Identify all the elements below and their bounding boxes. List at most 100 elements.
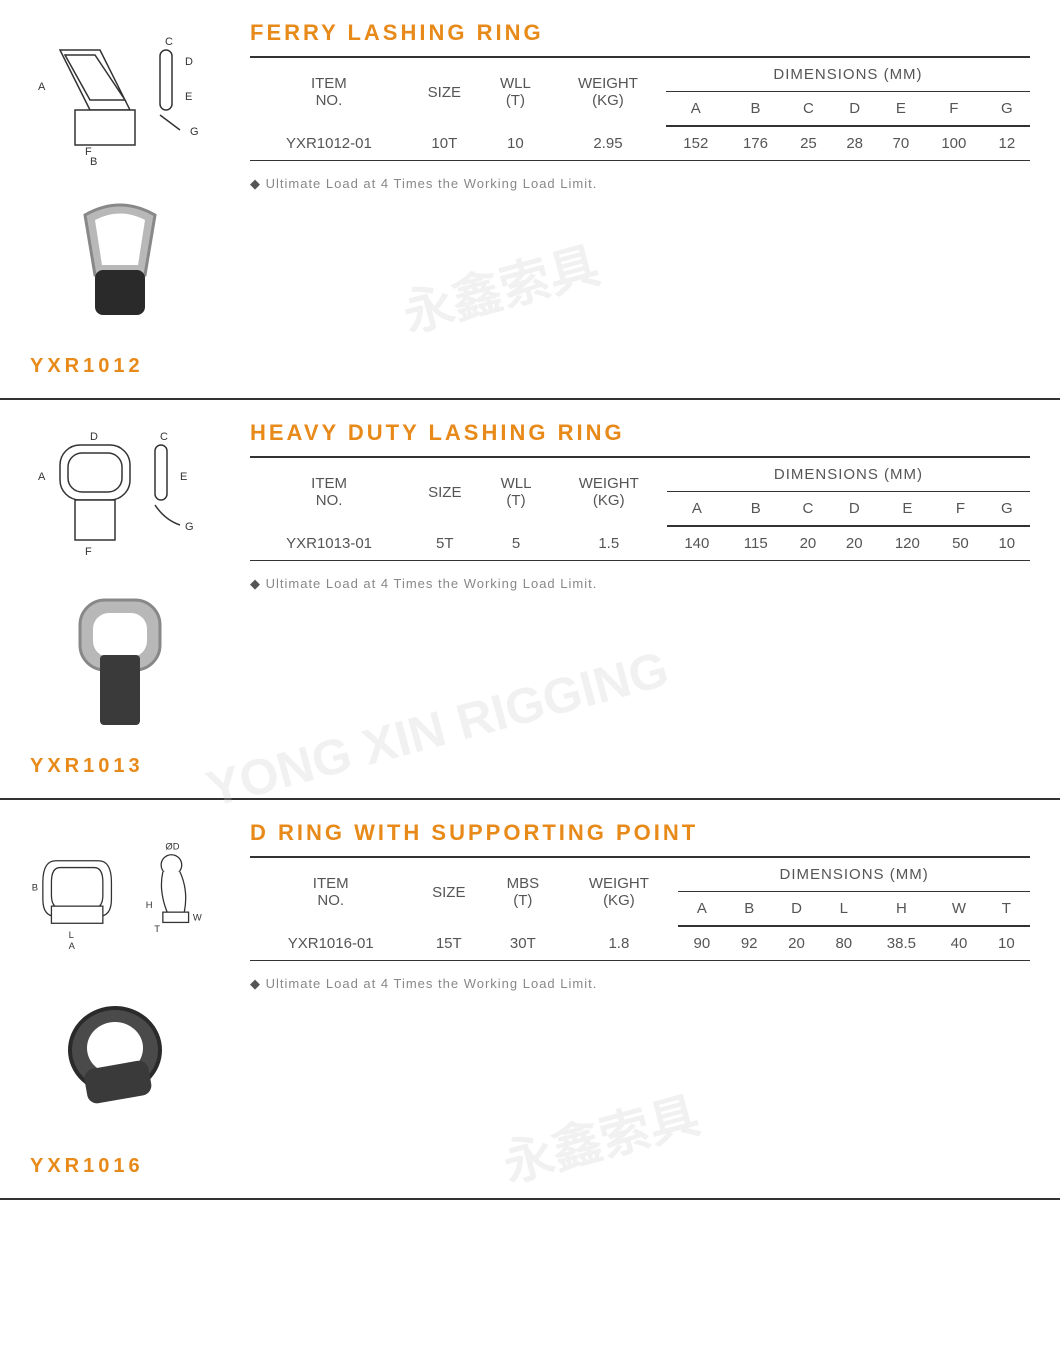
cell-dim: 90: [678, 926, 725, 961]
svg-text:B: B: [32, 882, 38, 893]
table-row: YXR1013-01 5T 5 1.5 140 115 20 20 120 50…: [250, 526, 1030, 561]
section-title: D RING WITH SUPPORTING POINT: [250, 820, 1030, 846]
product-photo: [40, 180, 200, 340]
dim-col: E: [877, 492, 937, 527]
dim-col: B: [727, 492, 785, 527]
cell-mbs: 30T: [486, 926, 559, 961]
col-wll: WLL(T): [481, 457, 550, 526]
col-size: SIZE: [411, 857, 486, 926]
col-weight: WEIGHT(KG): [560, 857, 679, 926]
right-column: D RING WITH SUPPORTING POINT ITEMNO. SIZ…: [230, 820, 1030, 1178]
table-row: YXR1016-01 15T 30T 1.8 90 92 20 80 38.5 …: [250, 926, 1030, 961]
svg-text:A: A: [38, 471, 46, 483]
svg-text:C: C: [165, 36, 173, 48]
product-photo: [40, 580, 200, 740]
cell-dim: 20: [785, 526, 831, 561]
product-section-1: A B C D E F G YXR1012 FERRY LASHING RING…: [0, 0, 1060, 400]
spec-table: ITEMNO. SIZE WLL(T) WEIGHT(KG) DIMENSION…: [250, 456, 1030, 561]
dim-col: A: [667, 492, 727, 527]
col-mbs: MBS(T): [486, 857, 559, 926]
right-column: HEAVY DUTY LASHING RING ITEMNO. SIZE WLL…: [230, 420, 1030, 778]
dim-col: T: [983, 892, 1030, 927]
dim-col: D: [831, 492, 877, 527]
svg-text:W: W: [193, 912, 202, 923]
cell-dim: 50: [937, 526, 983, 561]
svg-text:G: G: [190, 126, 199, 138]
cell-dim: 10: [983, 926, 1030, 961]
svg-text:A: A: [38, 81, 46, 93]
right-column: FERRY LASHING RING ITEMNO. SIZE WLL(T) W…: [230, 20, 1030, 378]
cell-dim: 25: [785, 126, 831, 161]
dim-col: W: [935, 892, 982, 927]
product-code-label: YXR1012: [10, 355, 230, 378]
cell-wll: 5: [481, 526, 550, 561]
spec-table: ITEMNO. SIZE WLL(T) WEIGHT(KG) DIMENSION…: [250, 56, 1030, 161]
dim-col: L: [820, 892, 867, 927]
col-item: ITEMNO.: [250, 57, 408, 126]
technical-diagram: A D C E F G: [30, 420, 210, 570]
cell-dim: 20: [831, 526, 877, 561]
dim-col: H: [867, 892, 935, 927]
col-weight: WEIGHT(KG): [551, 457, 667, 526]
product-section-3: B L A ØD H T W YXR1016 D RING WITH SUPPO…: [0, 800, 1060, 1200]
cell-size: 15T: [411, 926, 486, 961]
dim-col: G: [984, 492, 1030, 527]
cell-weight: 1.5: [551, 526, 667, 561]
cell-weight: 2.95: [550, 126, 666, 161]
cell-dim: 38.5: [867, 926, 935, 961]
product-section-2: A D C E F G YXR1013 HEAVY DUTY LASHING R…: [0, 400, 1060, 800]
svg-text:D: D: [185, 56, 193, 68]
cell-dim: 10: [984, 526, 1030, 561]
col-weight: WEIGHT(KG): [550, 57, 666, 126]
cell-dim: 120: [877, 526, 937, 561]
col-dimensions: DIMENSIONS (MM): [678, 857, 1030, 892]
footnote: Ultimate Load at 4 Times the Working Loa…: [250, 176, 1030, 192]
cell-size: 5T: [408, 526, 481, 561]
svg-text:E: E: [185, 91, 192, 103]
dim-col: A: [666, 92, 726, 127]
cell-dim: 80: [820, 926, 867, 961]
dim-col: F: [924, 92, 984, 127]
cell-wll: 10: [481, 126, 550, 161]
cell-dim: 12: [984, 126, 1030, 161]
cell-dim: 115: [727, 526, 785, 561]
svg-text:ØD: ØD: [165, 841, 179, 852]
cell-item: YXR1012-01: [250, 126, 408, 161]
svg-text:H: H: [146, 899, 153, 910]
technical-diagram: B L A ØD H T W: [30, 820, 210, 970]
dim-col: D: [773, 892, 820, 927]
footnote: Ultimate Load at 4 Times the Working Loa…: [250, 576, 1030, 592]
svg-text:D: D: [90, 431, 98, 443]
dim-col: B: [726, 92, 786, 127]
dim-col: C: [785, 492, 831, 527]
section-title: HEAVY DUTY LASHING RING: [250, 420, 1030, 446]
dim-col: D: [832, 92, 878, 127]
cell-dim: 28: [832, 126, 878, 161]
svg-text:F: F: [85, 546, 92, 558]
col-item: ITEMNO.: [250, 457, 408, 526]
cell-weight: 1.8: [560, 926, 679, 961]
svg-text:E: E: [180, 471, 187, 483]
col-wll: WLL(T): [481, 57, 550, 126]
footnote: Ultimate Load at 4 Times the Working Loa…: [250, 976, 1030, 992]
svg-text:F: F: [85, 146, 92, 158]
dim-col: A: [678, 892, 725, 927]
cell-size: 10T: [408, 126, 481, 161]
spec-table: ITEMNO. SIZE MBS(T) WEIGHT(KG) DIMENSION…: [250, 856, 1030, 961]
svg-text:G: G: [185, 521, 194, 533]
dim-col: C: [785, 92, 831, 127]
cell-dim: 70: [878, 126, 924, 161]
dim-col: E: [878, 92, 924, 127]
product-code-label: YXR1016: [10, 1155, 230, 1178]
svg-text:T: T: [154, 923, 160, 934]
svg-text:A: A: [69, 940, 76, 951]
cell-dim: 40: [935, 926, 982, 961]
left-column: A D C E F G YXR1013: [10, 420, 230, 778]
left-column: A B C D E F G YXR1012: [10, 20, 230, 378]
col-dimensions: DIMENSIONS (MM): [667, 457, 1030, 492]
dim-col: B: [726, 892, 773, 927]
svg-text:L: L: [69, 929, 74, 940]
col-size: SIZE: [408, 457, 481, 526]
cell-dim: 92: [726, 926, 773, 961]
product-photo: [40, 980, 200, 1140]
